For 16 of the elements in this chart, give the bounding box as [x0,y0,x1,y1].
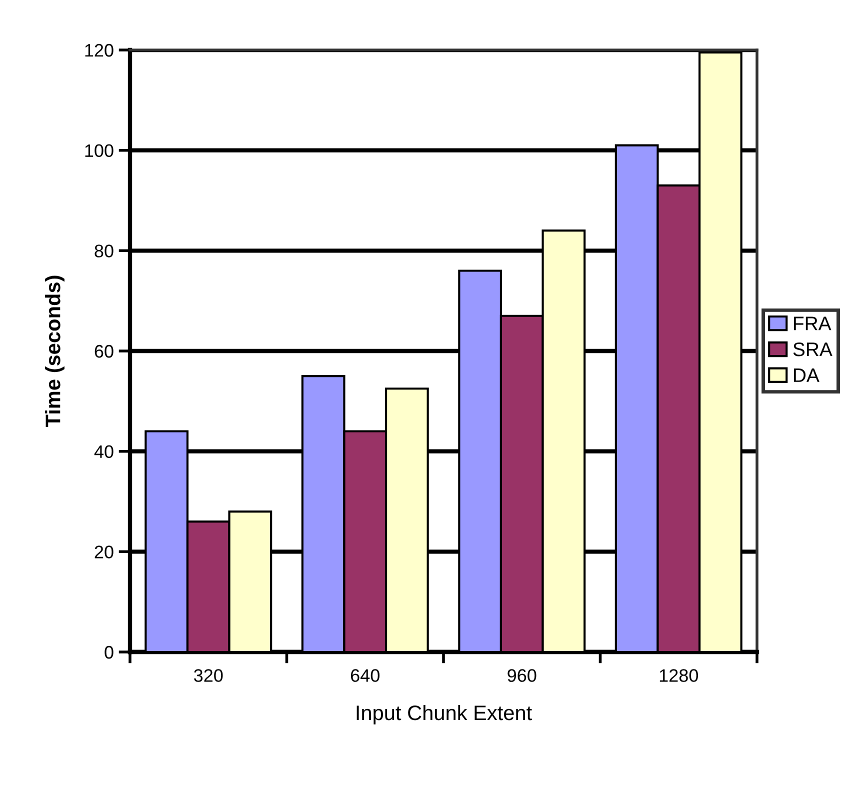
legend-label: FRA [794,316,832,330]
y-tick-label: 60 [94,344,114,358]
x-tick-label: 640 [350,669,380,682]
legend-label: SRA [793,342,832,356]
x-tick-label: 320 [194,669,223,682]
y-tick-label: 100 [85,144,114,158]
x-tick-label: 1280 [660,669,698,682]
y-tick-label: 20 [94,546,114,558]
y-tick-label: 0 [104,646,114,659]
legend-label: DA [794,368,820,382]
y-tick-label: 40 [94,445,114,458]
y-tick-label: 80 [94,244,114,258]
y-axis-title: Time (seconds) [45,276,64,427]
x-axis-title: Input Chunk Extent [356,704,532,724]
y-tick-label: 120 [85,44,114,57]
x-tick-label: 960 [508,669,536,682]
